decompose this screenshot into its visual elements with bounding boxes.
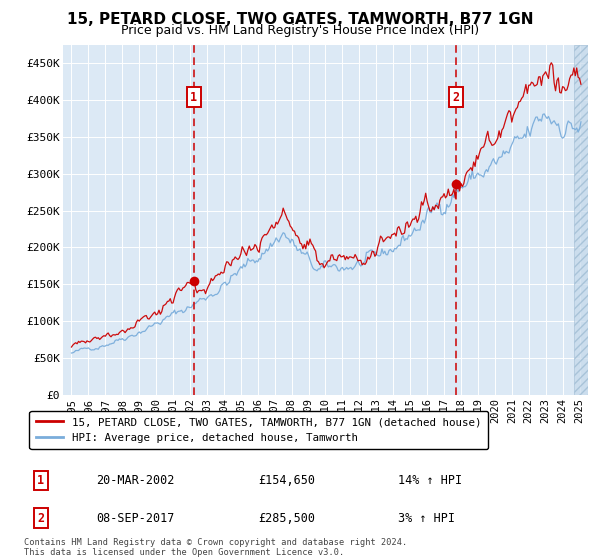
Text: £154,650: £154,650	[259, 474, 316, 487]
Text: 08-SEP-2017: 08-SEP-2017	[97, 512, 175, 525]
Text: 14% ↑ HPI: 14% ↑ HPI	[398, 474, 462, 487]
Text: 1: 1	[37, 474, 44, 487]
Text: 2: 2	[37, 512, 44, 525]
Text: 1: 1	[190, 91, 197, 104]
Text: 3% ↑ HPI: 3% ↑ HPI	[398, 512, 455, 525]
Text: 2: 2	[452, 91, 459, 104]
Text: £285,500: £285,500	[259, 512, 316, 525]
Text: Price paid vs. HM Land Registry's House Price Index (HPI): Price paid vs. HM Land Registry's House …	[121, 24, 479, 36]
Text: 15, PETARD CLOSE, TWO GATES, TAMWORTH, B77 1GN: 15, PETARD CLOSE, TWO GATES, TAMWORTH, B…	[67, 12, 533, 27]
Text: 20-MAR-2002: 20-MAR-2002	[97, 474, 175, 487]
Legend: 15, PETARD CLOSE, TWO GATES, TAMWORTH, B77 1GN (detached house), HPI: Average pr: 15, PETARD CLOSE, TWO GATES, TAMWORTH, B…	[29, 410, 488, 449]
Bar	[574, 45, 588, 395]
Text: Contains HM Land Registry data © Crown copyright and database right 2024.
This d: Contains HM Land Registry data © Crown c…	[24, 538, 407, 557]
